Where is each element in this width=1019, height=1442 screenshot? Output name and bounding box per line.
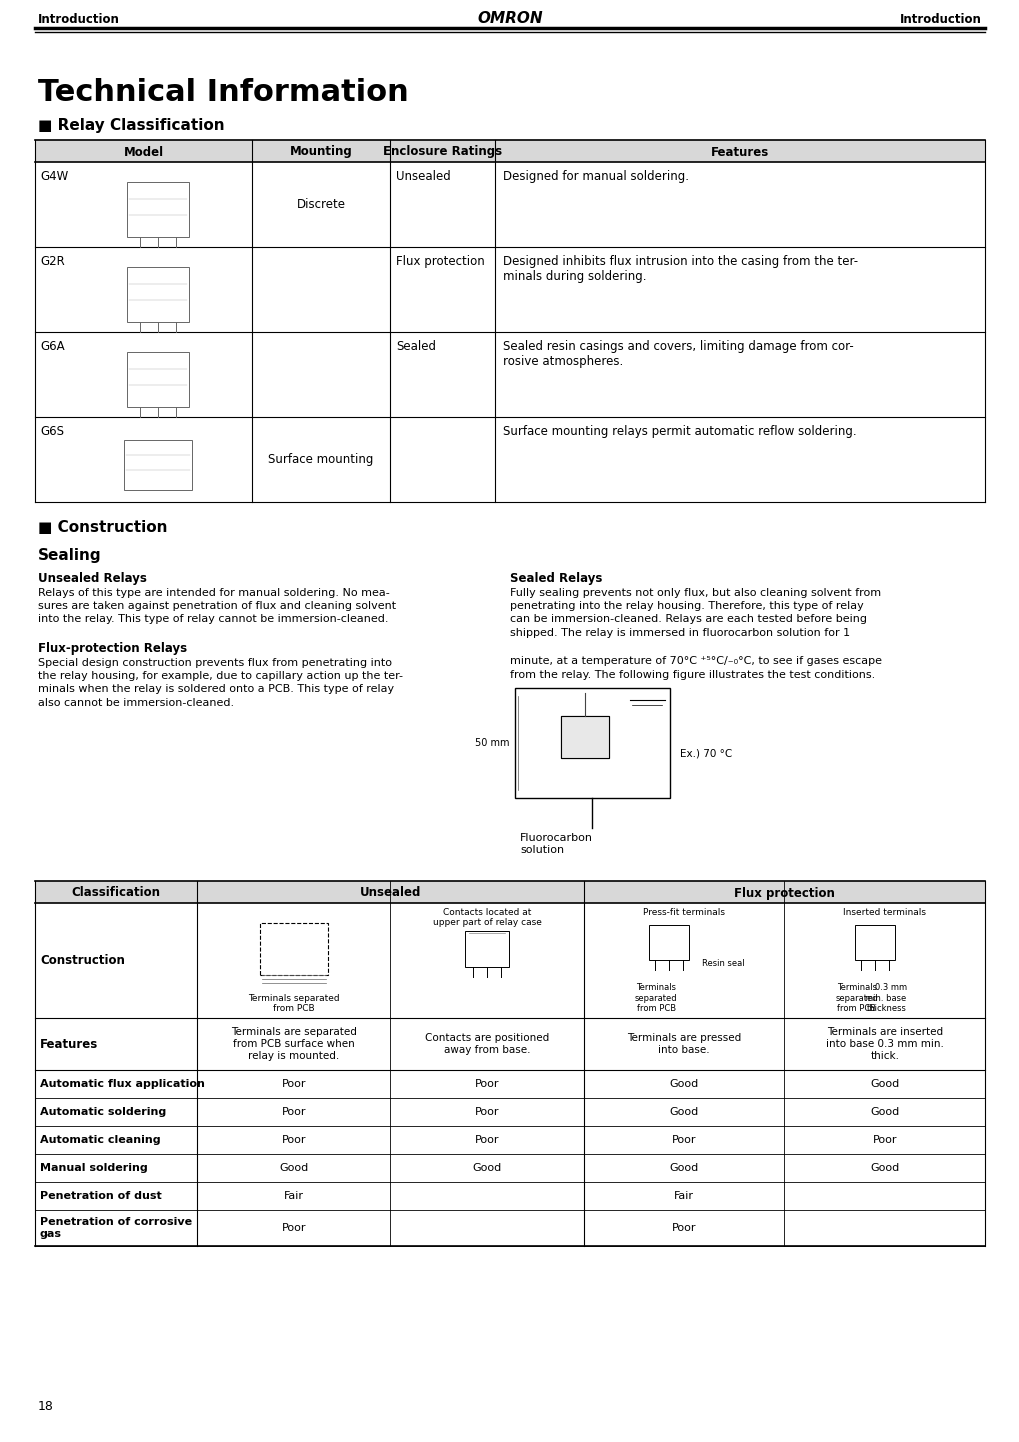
Text: Sealed resin casings and covers, limiting damage from cor-
rosive atmospheres.: Sealed resin casings and covers, limitin… xyxy=(502,340,853,368)
Text: Designed for manual soldering.: Designed for manual soldering. xyxy=(502,170,688,183)
Text: Sealed: Sealed xyxy=(395,340,435,353)
Text: Mounting: Mounting xyxy=(289,146,352,159)
Text: Contacts are positioned
away from base.: Contacts are positioned away from base. xyxy=(425,1034,549,1054)
Text: Construction: Construction xyxy=(40,955,124,968)
Text: Features: Features xyxy=(710,146,768,159)
Text: G4W: G4W xyxy=(40,170,68,183)
Text: Good: Good xyxy=(869,1107,899,1118)
Text: Good: Good xyxy=(869,1079,899,1089)
Text: Automatic flux application: Automatic flux application xyxy=(40,1079,205,1089)
Text: Unsealed: Unsealed xyxy=(360,887,421,900)
Text: Resin seal: Resin seal xyxy=(701,959,744,968)
Text: Sealing: Sealing xyxy=(38,548,102,562)
Text: Terminals are separated
from PCB surface when
relay is mounted.: Terminals are separated from PCB surface… xyxy=(230,1027,357,1061)
Text: Poor: Poor xyxy=(672,1223,696,1233)
Bar xyxy=(560,717,608,758)
Text: Fluorocarbon
solution: Fluorocarbon solution xyxy=(520,833,592,855)
Text: Good: Good xyxy=(472,1164,501,1172)
Text: ■ Construction: ■ Construction xyxy=(38,521,167,535)
Text: Fully sealing prevents not only flux, but also cleaning solvent from
penetrating: Fully sealing prevents not only flux, bu… xyxy=(510,588,880,637)
Text: Manual soldering: Manual soldering xyxy=(40,1164,148,1172)
Text: Sealed Relays: Sealed Relays xyxy=(510,572,602,585)
Text: Good: Good xyxy=(668,1164,698,1172)
Text: Special design construction prevents flux from penetrating into
the relay housin: Special design construction prevents flu… xyxy=(38,658,403,708)
Text: Poor: Poor xyxy=(475,1079,499,1089)
Text: Inserted terminals: Inserted terminals xyxy=(843,908,925,917)
Text: Designed inhibits flux intrusion into the casing from the ter-
minals during sol: Designed inhibits flux intrusion into th… xyxy=(502,255,857,283)
Bar xyxy=(649,924,689,960)
Text: Classification: Classification xyxy=(71,887,160,900)
Text: Terminals
separated
from PCB: Terminals separated from PCB xyxy=(634,983,677,1012)
Text: Automatic cleaning: Automatic cleaning xyxy=(40,1135,160,1145)
Text: 0.3 mm
min. base
thickness: 0.3 mm min. base thickness xyxy=(865,983,906,1012)
Text: Poor: Poor xyxy=(281,1079,306,1089)
Text: Poor: Poor xyxy=(475,1107,499,1118)
Text: G2R: G2R xyxy=(40,255,64,268)
Text: Flux protection: Flux protection xyxy=(734,887,835,900)
Text: Terminals separated
from PCB: Terminals separated from PCB xyxy=(248,994,339,1012)
Text: Discrete: Discrete xyxy=(297,198,345,211)
Bar xyxy=(260,923,327,975)
Text: Poor: Poor xyxy=(475,1135,499,1145)
Text: Good: Good xyxy=(668,1107,698,1118)
Text: Surface mounting relays permit automatic reflow soldering.: Surface mounting relays permit automatic… xyxy=(502,425,856,438)
Bar xyxy=(35,881,984,903)
Bar xyxy=(124,440,193,489)
Text: Flux protection: Flux protection xyxy=(395,255,484,268)
Bar xyxy=(515,688,669,797)
Text: Unsealed Relays: Unsealed Relays xyxy=(38,572,147,585)
Bar xyxy=(35,140,984,162)
Text: Terminals are inserted
into base 0.3 mm min.
thick.: Terminals are inserted into base 0.3 mm … xyxy=(825,1027,943,1061)
Bar xyxy=(465,932,508,968)
Text: Poor: Poor xyxy=(672,1135,696,1145)
Text: Flux-protection Relays: Flux-protection Relays xyxy=(38,642,186,655)
Text: ■ Relay Classification: ■ Relay Classification xyxy=(38,118,224,133)
Text: Model: Model xyxy=(123,146,163,159)
Text: G6S: G6S xyxy=(40,425,64,438)
Text: Enclosure Ratings: Enclosure Ratings xyxy=(382,146,501,159)
Text: Good: Good xyxy=(668,1079,698,1089)
Text: Terminals
separated
from PCB: Terminals separated from PCB xyxy=(835,983,877,1012)
Text: Poor: Poor xyxy=(871,1135,896,1145)
Bar xyxy=(560,717,608,758)
Text: Poor: Poor xyxy=(281,1107,306,1118)
Text: Poor: Poor xyxy=(281,1135,306,1145)
Text: Introduction: Introduction xyxy=(899,13,981,26)
Text: Automatic soldering: Automatic soldering xyxy=(40,1107,166,1118)
Text: Contacts located at
upper part of relay case: Contacts located at upper part of relay … xyxy=(432,908,541,927)
Text: Surface mounting: Surface mounting xyxy=(268,453,373,466)
Bar xyxy=(127,182,190,236)
Text: Penetration of corrosive
gas: Penetration of corrosive gas xyxy=(40,1217,192,1239)
Text: Unsealed: Unsealed xyxy=(395,170,450,183)
Text: Press-fit terminals: Press-fit terminals xyxy=(643,908,725,917)
Text: Good: Good xyxy=(279,1164,308,1172)
Text: 18: 18 xyxy=(38,1400,54,1413)
Text: Poor: Poor xyxy=(281,1223,306,1233)
Text: Good: Good xyxy=(869,1164,899,1172)
Text: Fair: Fair xyxy=(674,1191,694,1201)
Text: Penetration of dust: Penetration of dust xyxy=(40,1191,162,1201)
Text: from the relay. The following figure illustrates the test conditions.: from the relay. The following figure ill… xyxy=(510,671,874,681)
Text: OMRON: OMRON xyxy=(477,12,542,26)
Text: Introduction: Introduction xyxy=(38,13,120,26)
Text: Features: Features xyxy=(40,1037,98,1051)
Bar xyxy=(127,267,190,322)
Text: Terminals are pressed
into base.: Terminals are pressed into base. xyxy=(627,1034,741,1054)
Text: Relays of this type are intended for manual soldering. No mea-
sures are taken a: Relays of this type are intended for man… xyxy=(38,588,395,624)
Bar xyxy=(854,924,894,960)
Text: G6A: G6A xyxy=(40,340,64,353)
Text: minute, at a temperature of 70°C ⁺⁵°C/₋₀°C, to see if gases escape: minute, at a temperature of 70°C ⁺⁵°C/₋₀… xyxy=(510,656,881,666)
Text: Fair: Fair xyxy=(283,1191,304,1201)
Text: 50 mm: 50 mm xyxy=(475,738,510,748)
Text: Ex.) 70 °C: Ex.) 70 °C xyxy=(680,748,732,758)
Bar xyxy=(127,352,190,407)
Text: Technical Information: Technical Information xyxy=(38,78,409,107)
